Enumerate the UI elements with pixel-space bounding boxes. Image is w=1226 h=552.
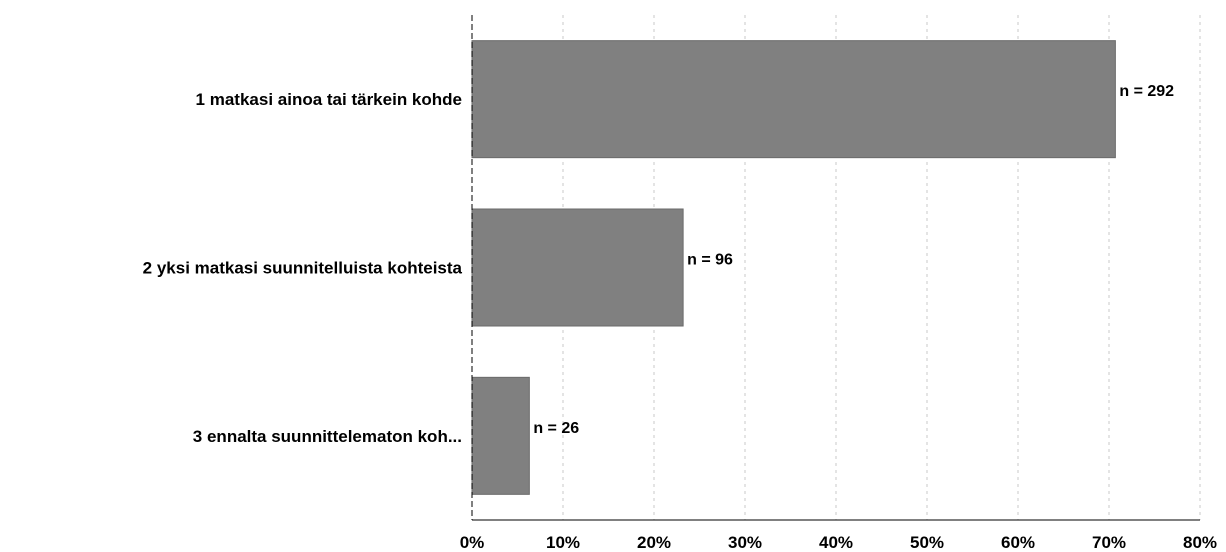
x-tick-labels: 0% 10% 20% 30% 40% 50% 60% 70% 80% bbox=[460, 533, 1217, 552]
x-tick-label: 40% bbox=[819, 533, 853, 552]
x-tick-label: 70% bbox=[1092, 533, 1126, 552]
x-tick-label: 30% bbox=[728, 533, 762, 552]
x-tick-label: 80% bbox=[1183, 533, 1217, 552]
category-label: 3 ennalta suunnittelematon koh... bbox=[193, 427, 462, 446]
data-label: n = 292 bbox=[1119, 83, 1174, 100]
bar bbox=[471, 208, 684, 327]
category-label: 2 yksi matkasi suunnitelluista kohteista bbox=[143, 259, 463, 278]
axes bbox=[471, 15, 1200, 521]
x-tick-label: 10% bbox=[546, 533, 580, 552]
x-tick-label: 50% bbox=[910, 533, 944, 552]
data-label: n = 96 bbox=[687, 252, 733, 269]
bars bbox=[471, 40, 1116, 495]
category-label: 1 matkasi ainoa tai tärkein kohde bbox=[196, 90, 462, 109]
x-tick-label: 60% bbox=[1001, 533, 1035, 552]
bar bbox=[471, 376, 530, 495]
bar bbox=[471, 40, 1116, 159]
x-tick-label: 20% bbox=[637, 533, 671, 552]
x-tick-label: 0% bbox=[460, 533, 485, 552]
data-label: n = 26 bbox=[533, 420, 579, 437]
data-labels: n = 292 n = 96 n = 26 bbox=[533, 83, 1174, 437]
category-labels: 1 matkasi ainoa tai tärkein kohde 2 yksi … bbox=[143, 90, 463, 446]
